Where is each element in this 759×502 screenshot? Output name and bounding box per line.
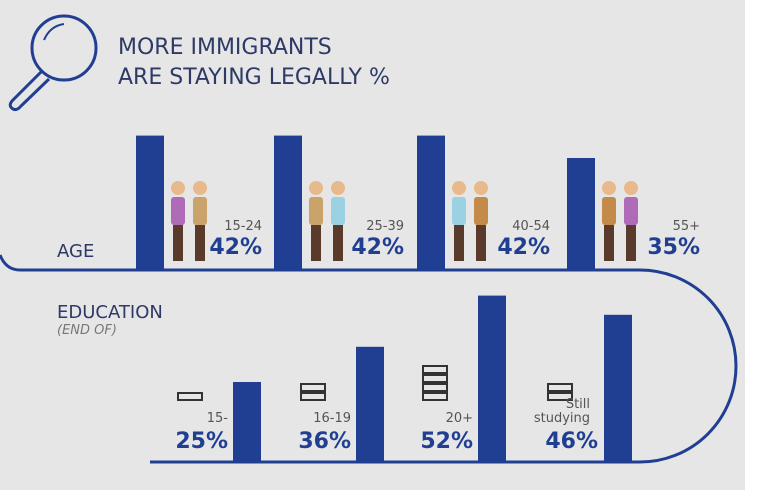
group-title: EDUCATION bbox=[57, 302, 163, 323]
person-body bbox=[624, 197, 638, 225]
person-head bbox=[452, 181, 466, 195]
person-body bbox=[193, 197, 207, 225]
person-body bbox=[331, 197, 345, 225]
baseline bbox=[0, 254, 738, 464]
person-head bbox=[624, 181, 638, 195]
title-line: ARE STAYING LEGALLY % bbox=[118, 65, 390, 90]
person-legs bbox=[604, 225, 614, 261]
person-legs bbox=[626, 225, 636, 261]
book-icon bbox=[547, 392, 573, 401]
person-legs bbox=[333, 225, 343, 261]
book-icon bbox=[300, 383, 326, 392]
person-legs bbox=[454, 225, 464, 261]
person-body bbox=[602, 197, 616, 225]
person-legs bbox=[476, 225, 486, 261]
value-label: 46% bbox=[545, 429, 598, 454]
group-title: AGE bbox=[57, 241, 94, 262]
category-label: 55+ bbox=[672, 219, 700, 234]
person-body bbox=[452, 197, 466, 225]
book-icon bbox=[177, 392, 203, 401]
book-icon bbox=[300, 392, 326, 401]
person-legs bbox=[173, 225, 183, 261]
person-body bbox=[171, 197, 185, 225]
book-icon bbox=[547, 383, 573, 392]
person-head bbox=[602, 181, 616, 195]
person-head bbox=[171, 181, 185, 195]
person-body bbox=[474, 197, 488, 225]
person-head bbox=[474, 181, 488, 195]
value-label: 42% bbox=[209, 235, 262, 260]
value-label: 42% bbox=[497, 235, 550, 260]
magnifier-icon bbox=[8, 14, 98, 112]
category-label: 40-54 bbox=[512, 219, 550, 234]
bar bbox=[356, 346, 384, 462]
person-head bbox=[309, 181, 323, 195]
category-label: 15- bbox=[206, 411, 228, 426]
category-label: 20+ bbox=[445, 411, 473, 426]
book-icon bbox=[422, 383, 448, 392]
bar bbox=[274, 135, 302, 270]
bar bbox=[567, 158, 595, 270]
bar bbox=[136, 135, 164, 270]
person-head bbox=[331, 181, 345, 195]
value-label: 42% bbox=[351, 235, 404, 260]
person-head bbox=[193, 181, 207, 195]
value-label: 52% bbox=[420, 429, 473, 454]
bar bbox=[417, 135, 445, 270]
value-label: 35% bbox=[647, 235, 700, 260]
category-label: 16-19 bbox=[313, 411, 351, 426]
category-label: 15-24 bbox=[224, 219, 262, 234]
book-icon bbox=[422, 392, 448, 401]
bar bbox=[604, 314, 632, 462]
value-label: 25% bbox=[175, 429, 228, 454]
person-legs bbox=[195, 225, 205, 261]
person-legs bbox=[311, 225, 321, 261]
category-label: Still studying bbox=[533, 397, 590, 426]
category-label: 25-39 bbox=[366, 219, 404, 234]
person-body bbox=[309, 197, 323, 225]
group-subtitle: (END OF) bbox=[57, 323, 117, 338]
value-label: 36% bbox=[298, 429, 351, 454]
book-icon bbox=[422, 374, 448, 383]
title-line: MORE IMMIGRANTS bbox=[118, 35, 332, 60]
book-icon bbox=[422, 365, 448, 374]
bar bbox=[478, 295, 506, 462]
bar bbox=[233, 382, 261, 462]
